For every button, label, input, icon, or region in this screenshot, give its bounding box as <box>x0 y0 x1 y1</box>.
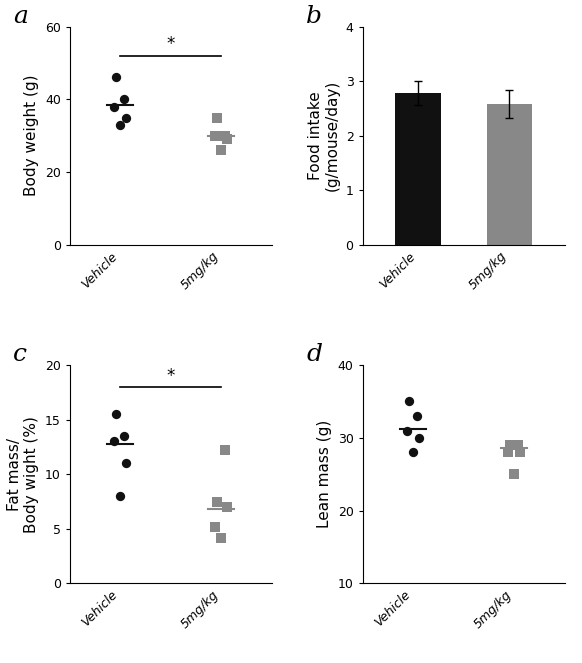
Point <box>414 432 424 443</box>
Point <box>413 410 422 421</box>
Text: c: c <box>13 343 27 366</box>
Bar <box>487 104 533 245</box>
Point <box>221 445 230 455</box>
Bar <box>395 93 441 245</box>
Point <box>409 447 418 457</box>
Point <box>509 469 519 479</box>
Text: a: a <box>13 5 28 28</box>
Point <box>212 496 222 507</box>
Y-axis label: Food intake
(g/mouse/day): Food intake (g/mouse/day) <box>308 80 340 192</box>
Point <box>211 521 220 532</box>
Point <box>516 447 525 457</box>
Point <box>513 440 523 450</box>
Point <box>503 447 513 457</box>
Point <box>120 431 129 442</box>
Point <box>116 119 125 130</box>
Y-axis label: Body weight (g): Body weight (g) <box>24 75 40 196</box>
Y-axis label: Fat mass/
Body wight (%): Fat mass/ Body wight (%) <box>7 416 40 532</box>
Point <box>211 131 220 141</box>
Point <box>505 440 514 450</box>
Point <box>402 425 411 436</box>
Text: d: d <box>306 343 322 366</box>
Text: *: * <box>166 367 175 385</box>
Point <box>122 458 131 469</box>
Point <box>116 491 125 501</box>
Text: b: b <box>306 5 322 28</box>
Point <box>109 436 119 447</box>
Point <box>112 409 121 420</box>
Point <box>223 502 232 512</box>
Point <box>404 396 414 406</box>
Y-axis label: Lean mass (g): Lean mass (g) <box>317 420 332 528</box>
Point <box>109 101 119 112</box>
Text: *: * <box>166 35 175 54</box>
Point <box>217 145 226 156</box>
Point <box>122 112 131 123</box>
Point <box>223 134 232 145</box>
Point <box>120 94 129 105</box>
Point <box>221 131 230 141</box>
Point <box>112 72 121 83</box>
Point <box>217 532 226 543</box>
Point <box>212 112 222 123</box>
